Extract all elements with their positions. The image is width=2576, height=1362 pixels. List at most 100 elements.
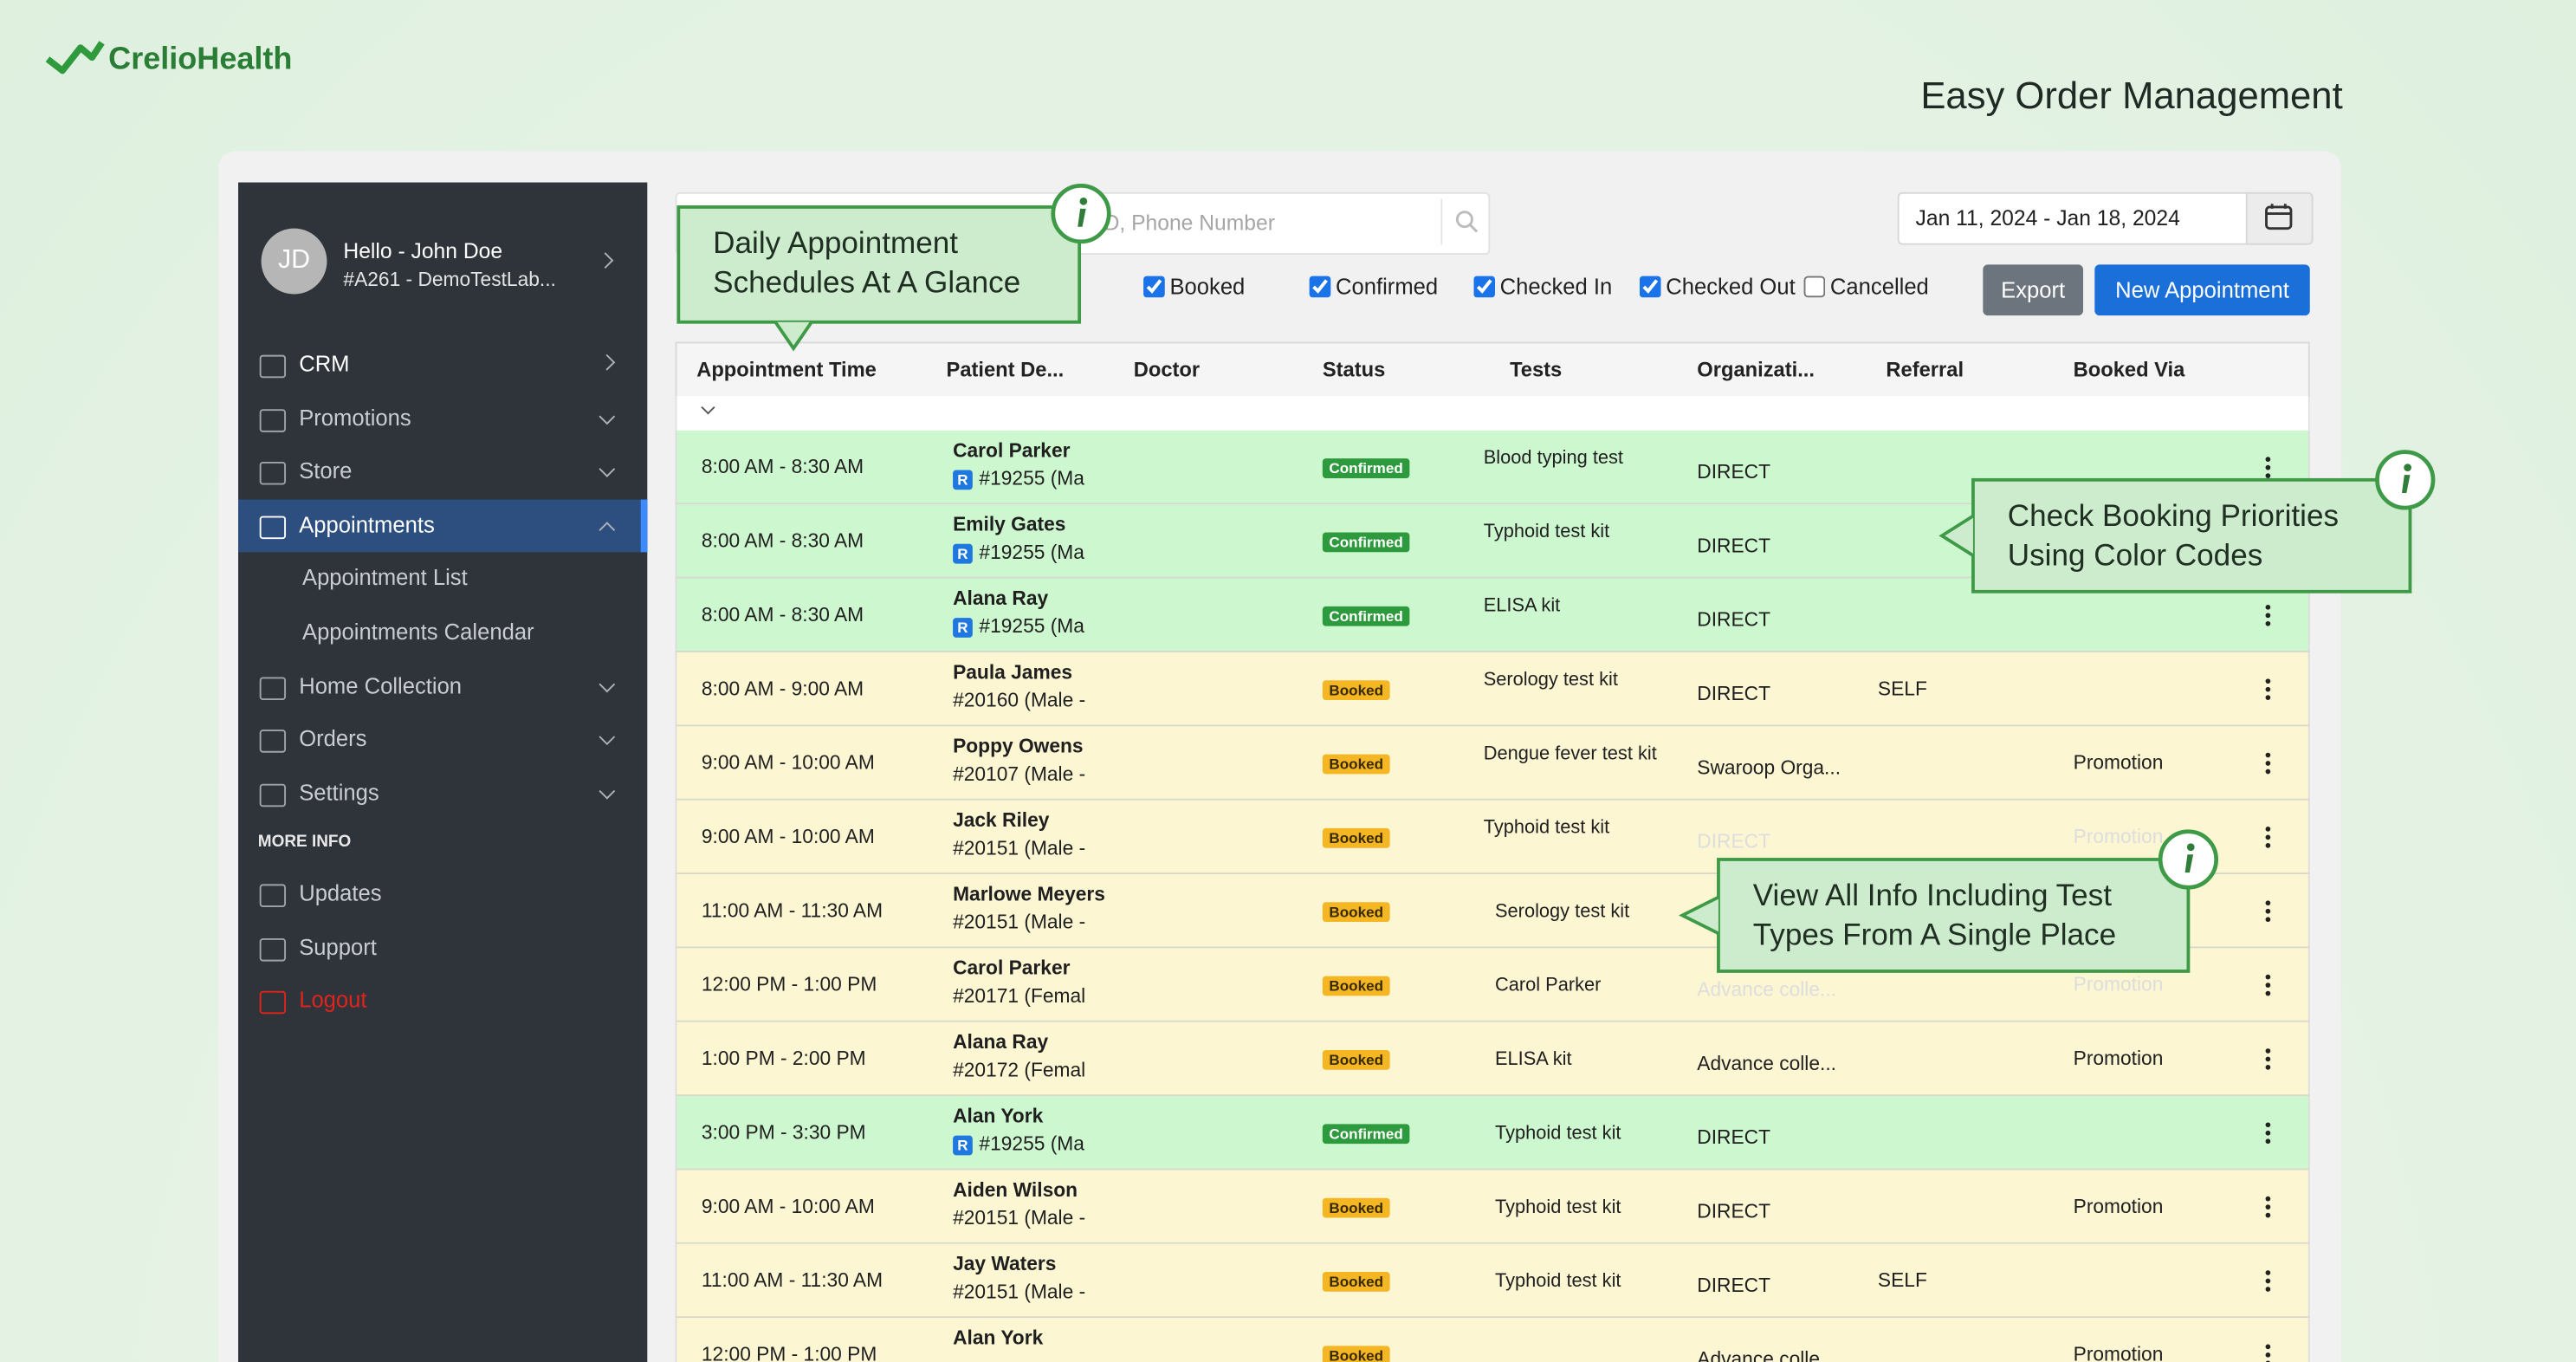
row-menu[interactable] <box>2265 1278 2271 1285</box>
patient-id: #19255 (Ma <box>979 541 1084 564</box>
nav-icon <box>259 409 287 432</box>
nav-item[interactable]: Store <box>299 458 353 483</box>
nav-item[interactable]: Logout <box>299 987 367 1013</box>
row-menu[interactable] <box>2265 1352 2271 1359</box>
row-menu[interactable] <box>2265 761 2271 767</box>
test-name: Typhoid test kit <box>1483 818 1610 839</box>
row-menu[interactable] <box>2265 686 2271 693</box>
table-row[interactable] <box>675 652 2310 727</box>
info-icon <box>1051 183 1111 244</box>
table-row[interactable] <box>675 1096 2310 1171</box>
test-name: Blood typing test <box>1483 448 1623 469</box>
patient-id: #20151 (Male - <box>953 910 1086 934</box>
table-header <box>675 341 2310 399</box>
table-row[interactable] <box>675 1243 2310 1319</box>
date-range-box[interactable] <box>1897 191 2312 245</box>
column-header[interactable]: Booked Via <box>2073 358 2185 382</box>
patient-name: Paula James <box>953 660 1073 684</box>
filter-label[interactable]: Checked In <box>1499 274 1613 300</box>
column-header[interactable]: Referral <box>1886 358 1964 382</box>
nav-subitem[interactable]: Appointments Calendar <box>301 619 534 645</box>
nav-icon <box>259 730 287 753</box>
row-menu[interactable] <box>2265 834 2271 840</box>
nav-item[interactable]: Appointments <box>299 512 435 538</box>
column-header[interactable]: Appointment Time <box>696 358 877 382</box>
appointment-time: 11:00 AM - 11:30 AM <box>701 1268 883 1292</box>
callout: Check Booking Priorities Using Color Cod… <box>1971 477 2412 593</box>
column-header[interactable]: Organizati... <box>1697 358 1815 382</box>
nav-item[interactable]: CRM <box>299 351 350 377</box>
new-appointment-button[interactable]: New Appointment <box>2094 264 2310 316</box>
patient-id: #20151 (Male - <box>953 1206 1086 1229</box>
status-badge: Booked <box>1322 827 1390 848</box>
nav-item[interactable]: Promotions <box>299 405 411 431</box>
row-menu[interactable] <box>2265 1204 2271 1210</box>
row-menu[interactable] <box>2265 983 2271 989</box>
table-row[interactable] <box>675 726 2310 801</box>
organization: Advance colle... <box>1697 1347 1836 1362</box>
appointment-time: 9:00 AM - 10:00 AM <box>701 1194 875 1218</box>
table-row[interactable] <box>675 1170 2310 1244</box>
organization: DIRECT <box>1697 607 1771 632</box>
row-menu[interactable] <box>2265 1130 2271 1137</box>
row-menu[interactable] <box>2265 464 2271 471</box>
filter-row <box>675 396 2310 432</box>
calendar-button[interactable] <box>2245 191 2314 245</box>
nav-item[interactable]: Support <box>299 934 377 959</box>
patient-name: Aiden Wilson <box>953 1177 1078 1202</box>
patient-name: Alan York <box>953 1104 1044 1128</box>
patient-name: Alan York <box>953 1326 1044 1350</box>
column-header[interactable]: Tests <box>1510 358 1563 382</box>
patient-id: #19255 (Ma <box>979 466 1084 490</box>
filter-label[interactable]: Confirmed <box>1336 274 1439 300</box>
table-row[interactable] <box>675 1022 2310 1097</box>
booked-via: Promotion <box>2073 972 2164 996</box>
patient-name: Jack Riley <box>953 808 1050 832</box>
nav-icon <box>259 461 287 485</box>
info-icon <box>2375 450 2436 510</box>
nav-item[interactable]: Home Collection <box>299 673 463 699</box>
column-header[interactable]: Status <box>1322 358 1386 382</box>
column-header[interactable]: Doctor <box>1133 358 1201 382</box>
info-icon <box>2158 829 2219 890</box>
organization: Swaroop Orga... <box>1697 756 1841 780</box>
filter-checkbox[interactable] <box>1143 276 1165 298</box>
status-badge: Booked <box>1322 1272 1390 1292</box>
section-title: MORE INFO <box>257 833 352 852</box>
nav-item[interactable]: Orders <box>299 726 367 751</box>
nav-subitem[interactable]: Appointment List <box>301 565 468 590</box>
column-header[interactable]: Patient De... <box>946 358 1065 382</box>
user-greeting[interactable]: Hello - John Doe <box>343 238 503 263</box>
filter-checkbox[interactable] <box>1639 276 1661 298</box>
filter-label[interactable]: Booked <box>1169 274 1246 300</box>
avatar[interactable]: JD <box>261 228 327 295</box>
filter-checkbox[interactable] <box>1309 276 1331 298</box>
appointment-time: 9:00 AM - 10:00 AM <box>701 750 875 775</box>
nav-item[interactable]: Updates <box>299 880 382 906</box>
nav-icon <box>259 937 287 961</box>
search-icon[interactable] <box>1454 209 1480 235</box>
organization: DIRECT <box>1697 1199 1771 1223</box>
organization: DIRECT <box>1697 460 1771 483</box>
row-menu[interactable] <box>2265 1056 2271 1063</box>
table-row[interactable] <box>675 1318 2310 1362</box>
status-badge: Booked <box>1322 1049 1390 1070</box>
patient-name: Carol Parker <box>953 438 1071 462</box>
test-name: Typhoid test kit <box>1494 1272 1621 1292</box>
filter-label[interactable]: Cancelled <box>1829 274 1929 300</box>
filter-checkbox[interactable] <box>1803 276 1826 298</box>
filter-checkbox[interactable] <box>1473 276 1495 298</box>
organization: Advance colle... <box>1697 1051 1836 1075</box>
user-lab: #A261 - DemoTestLab... <box>343 268 556 291</box>
status-badge: Confirmed <box>1322 606 1410 626</box>
export-button[interactable]: Export <box>1983 264 2084 316</box>
row-menu[interactable] <box>2265 613 2271 619</box>
status-badge: Booked <box>1322 1197 1390 1218</box>
nav-item[interactable]: Settings <box>299 780 379 806</box>
status-badge: Booked <box>1322 680 1390 700</box>
status-badge: Booked <box>1322 976 1390 996</box>
booked-via: Promotion <box>2073 750 2164 775</box>
filter-label[interactable]: Checked Out <box>1666 274 1796 300</box>
status-badge: Booked <box>1322 754 1390 775</box>
row-menu[interactable] <box>2265 908 2271 915</box>
